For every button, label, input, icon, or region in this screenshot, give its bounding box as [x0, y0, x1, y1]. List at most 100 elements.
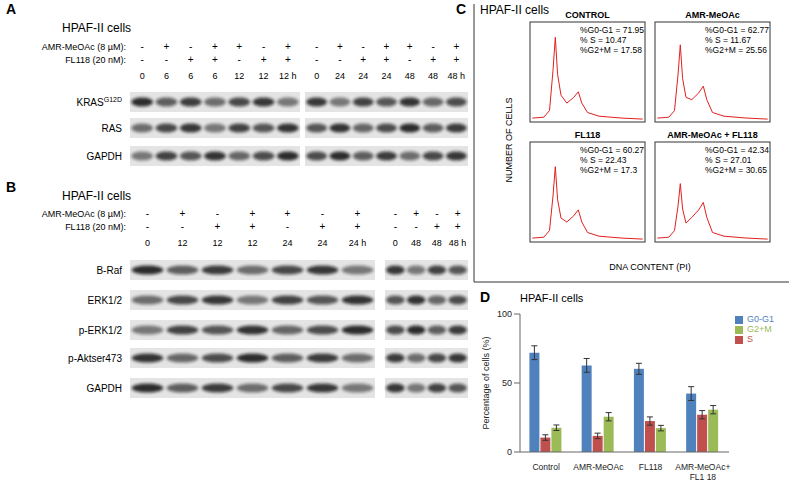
svg-text:-: - — [262, 41, 265, 52]
svg-text:+: + — [236, 41, 242, 52]
svg-text:-: - — [146, 221, 149, 232]
svg-text:6: 6 — [188, 71, 193, 81]
svg-text:C: C — [456, 1, 466, 17]
svg-text:AMR-MeOAc+FL1 18: AMR-MeOAc+FL1 18 — [675, 462, 730, 482]
svg-text:FL118: FL118 — [639, 462, 663, 472]
svg-text:48: 48 — [411, 238, 421, 248]
svg-text:A: A — [6, 1, 16, 17]
svg-text:24 h: 24 h — [349, 238, 367, 248]
svg-text:% S = 27.01: % S = 27.01 — [705, 155, 752, 165]
svg-text:0: 0 — [140, 71, 145, 81]
svg-text:+: + — [384, 41, 390, 52]
svg-text:%G2+M = 17.58: %G2+M = 17.58 — [580, 45, 642, 55]
svg-text:-: - — [321, 208, 324, 219]
svg-text:%G0-G1 = 42.34: %G0-G1 = 42.34 — [705, 145, 769, 155]
svg-text:+: + — [384, 54, 390, 65]
svg-text:p-Aktser473: p-Aktser473 — [68, 353, 122, 364]
svg-text:+: + — [453, 41, 459, 52]
svg-text:-: - — [394, 208, 397, 219]
svg-text:FL118 (20 nM):: FL118 (20 nM): — [65, 55, 126, 65]
svg-text:6: 6 — [212, 71, 217, 81]
svg-text:+: + — [164, 41, 170, 52]
svg-text:24: 24 — [317, 238, 327, 248]
svg-text:-: - — [435, 208, 438, 219]
svg-text:+: + — [455, 221, 461, 232]
svg-text:%G0-G1 = 60.27: %G0-G1 = 60.27 — [580, 145, 644, 155]
svg-text:p-ERK1/2: p-ERK1/2 — [79, 325, 123, 336]
svg-text:48 h: 48 h — [449, 238, 467, 248]
svg-text:-: - — [286, 221, 289, 232]
svg-text:AMR-MeOAc: AMR-MeOAc — [685, 10, 740, 20]
svg-text:+: + — [250, 221, 256, 232]
svg-text:-: - — [189, 41, 192, 52]
svg-text:50: 50 — [502, 378, 512, 388]
svg-text:%G2+M = 17.3: %G2+M = 17.3 — [580, 165, 637, 175]
svg-text:6: 6 — [164, 71, 169, 81]
svg-text:%G2+M = 25.56: %G2+M = 25.56 — [705, 45, 767, 55]
svg-text:+: + — [285, 41, 291, 52]
svg-text:%G0-G1 = 62.77: %G0-G1 = 62.77 — [705, 25, 769, 35]
svg-text:AMR-MeOAc (8 µM):: AMR-MeOAc (8 µM): — [42, 209, 126, 219]
svg-text:-: - — [408, 54, 411, 65]
svg-text:+: + — [261, 54, 267, 65]
svg-text:+: + — [360, 54, 366, 65]
svg-text:KRASG12D: KRASG12D — [76, 96, 122, 108]
svg-text:48: 48 — [428, 71, 438, 81]
svg-text:+: + — [434, 221, 440, 232]
svg-text:+: + — [355, 221, 361, 232]
svg-text:GAPDH: GAPDH — [86, 383, 122, 394]
svg-text:HPAF-II cells: HPAF-II cells — [62, 189, 131, 203]
svg-text:12: 12 — [247, 238, 257, 248]
svg-text:0: 0 — [145, 238, 150, 248]
svg-text:-: - — [431, 41, 434, 52]
svg-text:-: - — [362, 41, 365, 52]
svg-text:+: + — [188, 54, 194, 65]
svg-text:GAPDH: GAPDH — [86, 151, 122, 162]
svg-text:+: + — [285, 208, 291, 219]
svg-text:0: 0 — [507, 447, 512, 457]
svg-text:FL118 (20 nM):: FL118 (20 nM): — [65, 222, 126, 232]
svg-text:-: - — [315, 54, 318, 65]
svg-text:+: + — [180, 208, 186, 219]
svg-text:12: 12 — [234, 71, 244, 81]
svg-text:-: - — [238, 54, 241, 65]
svg-text:CONTROL: CONTROL — [565, 10, 610, 20]
svg-text:24: 24 — [282, 238, 292, 248]
svg-text:+: + — [355, 208, 361, 219]
svg-text:+: + — [430, 54, 436, 65]
svg-text:AMR-MeOAc (8 µM):: AMR-MeOAc (8 µM): — [42, 42, 126, 52]
svg-text:DNA CONTENT (PI): DNA CONTENT (PI) — [609, 262, 690, 272]
svg-text:+: + — [455, 208, 461, 219]
svg-text:+: + — [215, 221, 221, 232]
svg-text:HPAF-II cells: HPAF-II cells — [480, 3, 549, 17]
svg-text:0: 0 — [393, 238, 398, 248]
svg-text:AMR-MeOAc: AMR-MeOAc — [573, 462, 624, 472]
svg-text:24: 24 — [358, 71, 368, 81]
svg-text:-: - — [216, 208, 219, 219]
svg-text:0: 0 — [314, 71, 319, 81]
svg-text:ERK1/2: ERK1/2 — [88, 295, 123, 306]
svg-text:% S = 22.43: % S = 22.43 — [580, 155, 627, 165]
svg-text:+: + — [212, 54, 218, 65]
svg-text:12: 12 — [177, 238, 187, 248]
svg-text:+: + — [407, 41, 413, 52]
svg-text:24: 24 — [335, 71, 345, 81]
svg-text:+: + — [413, 208, 419, 219]
svg-text:Percentage of cells (%): Percentage of cells (%) — [481, 336, 491, 429]
svg-text:%G2+M = 30.65: %G2+M = 30.65 — [705, 165, 767, 175]
svg-text:-: - — [181, 221, 184, 232]
svg-text:12: 12 — [212, 238, 222, 248]
svg-text:48: 48 — [405, 71, 415, 81]
svg-text:%G0-G1 = 71.95: %G0-G1 = 71.95 — [580, 25, 644, 35]
svg-text:-: - — [315, 41, 318, 52]
svg-text:12: 12 — [259, 71, 269, 81]
svg-text:% S = 10.47: % S = 10.47 — [580, 35, 627, 45]
svg-text:+: + — [453, 54, 459, 65]
svg-text:+: + — [250, 208, 256, 219]
svg-text:Control: Control — [532, 462, 560, 472]
svg-text:B: B — [6, 179, 16, 195]
svg-text:-: - — [140, 41, 143, 52]
svg-text:B-Raf: B-Raf — [96, 265, 122, 276]
svg-text:FL118: FL118 — [575, 130, 601, 140]
svg-text:12 h: 12 h — [279, 71, 297, 81]
